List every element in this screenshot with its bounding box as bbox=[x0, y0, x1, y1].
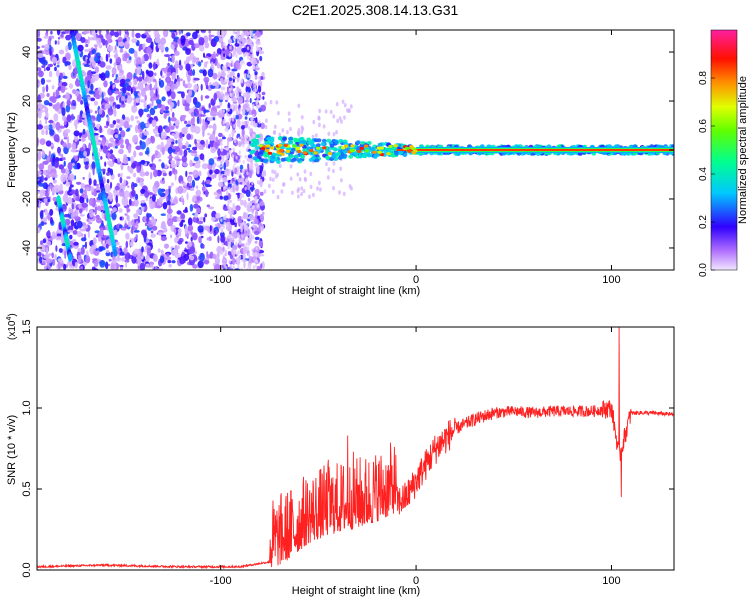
colorbar-ticks: 0.0 0.2 0.4 0.6 0.8 bbox=[698, 71, 715, 277]
colorbar-scale bbox=[710, 29, 738, 271]
spectrogram-y-tick-label: 20 bbox=[21, 95, 33, 107]
snr-multiplier-base: (x10 bbox=[7, 320, 18, 340]
snr-panel: -100 0 100 0.0 0.5 1.0 1.5 Height of straight… bbox=[6, 313, 675, 597]
spectrogram-y-label: Frequency (Hz) bbox=[6, 112, 18, 188]
spectrogram-y-tick-label: -20 bbox=[21, 191, 33, 207]
spectrogram-y-tick-label: 40 bbox=[21, 46, 33, 58]
snr-series-line bbox=[37, 327, 674, 570]
colorbar-tick-label: 0.4 bbox=[698, 167, 709, 181]
colorbar-tick-label: 0.2 bbox=[698, 215, 709, 229]
spectrogram-x-axis: -100 0 100 bbox=[210, 30, 621, 286]
spectrogram-y-tick-label: -40 bbox=[21, 240, 33, 256]
spectrogram-y-axis: -40 -20 0 20 40 bbox=[21, 46, 674, 256]
snr-y-label: SNR (10 * v/v) bbox=[6, 415, 18, 485]
colorbar-label: Normalized spectral amplitude bbox=[737, 76, 749, 224]
colorbar-tick-label: 0.0 bbox=[698, 263, 709, 277]
snr-y-axis: 0.0 0.5 1.0 1.5 bbox=[21, 319, 674, 578]
spectrogram-panel: -100 0 100 -40 -20 0 20 40 Height of straight … bbox=[6, 29, 675, 297]
spectrogram-x-label: Height of straight line (km) bbox=[292, 285, 420, 297]
snr-y-tick-label: 0.5 bbox=[21, 481, 33, 496]
snr-y-tick-label: 0.0 bbox=[21, 562, 33, 577]
snr-y-tick-label: 1.0 bbox=[21, 400, 33, 415]
snr-x-label: Height of straight line (km) bbox=[292, 585, 420, 597]
spectrogram-x-tick-label: 0 bbox=[413, 274, 419, 286]
spectrogram-content bbox=[37, 30, 674, 270]
diagonal-streak-1 bbox=[70, 30, 118, 257]
snr-content bbox=[37, 327, 674, 570]
snr-frame bbox=[36, 326, 675, 571]
snr-x-tick-label: 100 bbox=[602, 575, 620, 587]
carrier-line bbox=[247, 134, 674, 164]
spectrogram-x-tick-label: -100 bbox=[210, 274, 232, 286]
colorbar-tick-label: 0.8 bbox=[698, 71, 709, 85]
snr-background bbox=[37, 327, 674, 570]
spectrogram-x-tick-label: 100 bbox=[602, 274, 620, 286]
snr-multiplier: (x104) bbox=[6, 313, 18, 340]
chart-title: C2E1.2025.308.14.13.G31 bbox=[291, 2, 459, 18]
colorbar-tick-label: 0.6 bbox=[698, 119, 709, 133]
snr-x-axis: -100 0 100 bbox=[210, 327, 621, 587]
diagonal-streak-2 bbox=[56, 195, 73, 262]
snr-y-tick-label: 1.5 bbox=[21, 319, 33, 334]
colorbar: 0.0 0.2 0.4 0.6 0.8 Normalized spectral ampl… bbox=[698, 29, 749, 277]
snr-x-tick-label: -100 bbox=[210, 575, 232, 587]
snr-x-tick-label: 0 bbox=[413, 575, 419, 587]
snr-multiplier-exp: 4 bbox=[6, 317, 13, 321]
spectrogram-y-tick-label: 0 bbox=[21, 147, 33, 153]
